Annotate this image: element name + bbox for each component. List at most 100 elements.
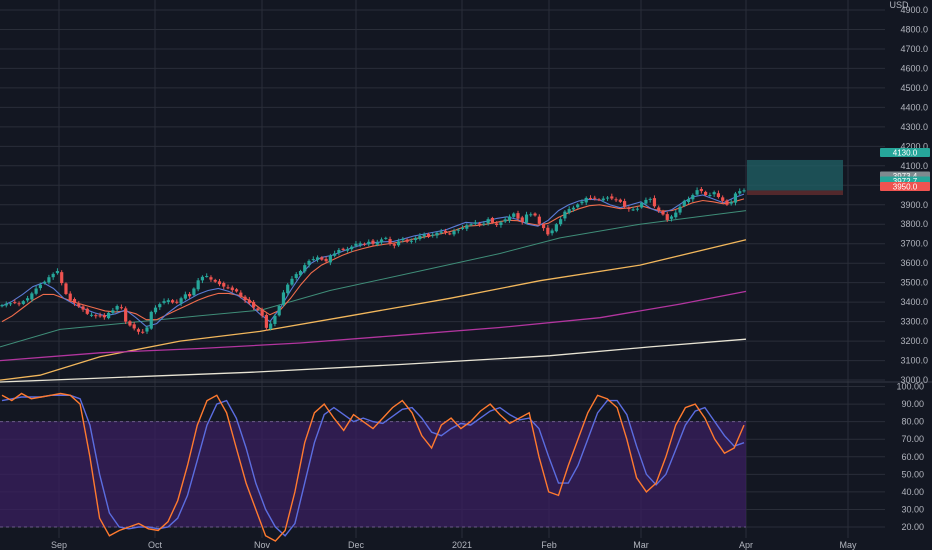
candle-body [738, 191, 742, 194]
candle [13, 299, 17, 305]
candle-body [563, 211, 567, 219]
candle [704, 190, 708, 197]
candle [239, 290, 243, 299]
candle [158, 302, 162, 310]
candle-body [136, 329, 141, 332]
candle [384, 236, 388, 240]
candle [473, 219, 477, 226]
candle-body [77, 303, 81, 307]
candle-body [60, 272, 64, 284]
candle-body [222, 283, 226, 287]
candle-body [482, 223, 486, 225]
candle [409, 238, 413, 244]
candle [550, 228, 554, 236]
candle-body [524, 214, 529, 223]
candle-body [205, 276, 209, 278]
candle-body [162, 301, 166, 303]
candle-body [179, 298, 183, 304]
stochastic-axis[interactable]: 100.00 90.00 80.00 70.00 60.00 50.00 40.00 30.0… [896, 382, 924, 533]
candle [738, 188, 742, 196]
candle [431, 232, 435, 238]
candle [601, 196, 605, 203]
stoch-tick-label: 60.00 [901, 452, 924, 462]
candle-body [729, 201, 733, 204]
candle [205, 273, 209, 278]
candle [524, 211, 529, 225]
ma-magenta-line [0, 290, 747, 362]
candle-body [529, 214, 533, 216]
candle [290, 276, 294, 287]
candle-body [567, 209, 571, 213]
candle [217, 278, 222, 287]
candle [571, 205, 576, 212]
candle-body [81, 306, 85, 310]
candle-body [516, 213, 520, 219]
candle [21, 300, 25, 306]
candle-body [418, 235, 422, 240]
candle-body [345, 249, 350, 251]
candlesticks[interactable] [0, 187, 746, 335]
candle-body [580, 201, 584, 204]
candle [448, 232, 452, 236]
candle-body [311, 259, 315, 261]
candle-body [362, 243, 367, 245]
candle [388, 236, 392, 246]
candle-body [559, 219, 563, 225]
candle-body [652, 198, 657, 207]
candle [269, 320, 273, 331]
candle-body [486, 219, 490, 224]
candle-body [584, 197, 588, 203]
candle [401, 236, 405, 243]
candle [358, 241, 362, 248]
candle-body [315, 257, 320, 260]
time-tick-label: Mar [633, 540, 649, 550]
candle-body [405, 239, 409, 242]
time-axis[interactable]: Sep Oct Nov Dec 2021 Feb Mar Apr May [51, 540, 857, 550]
candle [213, 278, 217, 283]
candle [469, 223, 473, 227]
candle [179, 296, 183, 307]
candle [640, 201, 644, 209]
candle-body [273, 315, 277, 324]
position-boxes[interactable] [747, 159, 843, 196]
ma-white-line [0, 338, 747, 383]
candle [60, 270, 64, 286]
candle [414, 236, 418, 243]
candle-body [512, 213, 516, 217]
candle-body [153, 307, 158, 313]
price-tick-label: 4100.0 [900, 161, 928, 171]
candle-body [622, 201, 627, 207]
candle [537, 214, 541, 226]
time-tick-label: Apr [739, 540, 753, 550]
candle [593, 195, 597, 201]
candle-body [209, 277, 213, 280]
stoch-tick-label: 40.00 [901, 487, 924, 497]
candle-body [192, 288, 196, 296]
candle [209, 275, 213, 282]
candle-body [34, 288, 38, 294]
candle-body [38, 284, 42, 289]
candle-body [367, 241, 371, 245]
candle-body [119, 307, 124, 309]
candle [516, 210, 520, 221]
price-tick-label: 3900.0 [900, 200, 928, 210]
candle [631, 206, 635, 211]
candle [657, 205, 661, 213]
candle [175, 299, 179, 305]
candle-body [490, 218, 495, 223]
candle [559, 216, 563, 227]
stoch-tick-label: 20.00 [901, 522, 924, 532]
candle-body [678, 206, 682, 213]
candle [200, 275, 205, 284]
candle-body [627, 207, 631, 210]
candle-body [631, 209, 635, 211]
candle [350, 245, 354, 252]
candle-body [111, 310, 115, 313]
candle-body [618, 199, 622, 202]
candle [439, 228, 443, 235]
candle [635, 206, 639, 212]
candle [567, 206, 571, 215]
candle-body [742, 190, 746, 192]
candle [721, 195, 725, 204]
